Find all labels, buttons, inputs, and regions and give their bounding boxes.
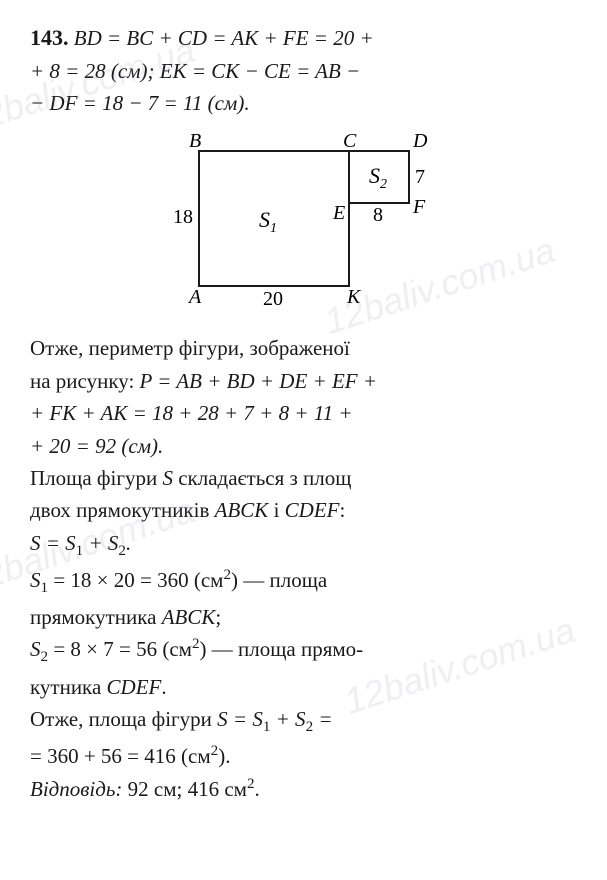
text: . [161,675,166,699]
eq-part: = [313,707,332,731]
subscript: 2 [306,719,314,735]
label-k: K [346,286,362,308]
label-s1: S1 [259,207,277,236]
subscript: 2 [41,650,49,666]
answer-text: 92 см; 416 см [122,777,247,801]
equation-line: S2 = 8 × 7 = 56 (см2) — площа прямо- [30,634,577,669]
rect-name: CDEF [285,498,340,522]
subscript: 1 [41,580,49,596]
eq-part: = 360 + 56 = 416 (см [30,744,211,768]
text: : [339,498,345,522]
text-line: Площа фігури S складається з площ [30,463,577,493]
text: прямокутника [30,605,162,629]
var: S [30,637,41,661]
text: Отже, площа фігури [30,707,217,731]
equation-line: = 360 + 56 = 416 (см2). [30,741,577,771]
text-line: Отже, площа фігури S = S1 + S2 = [30,704,577,739]
first-line: 143. BD = BC + CD = AK + FE = 20 + [30,22,577,54]
equation: S = S1 + S2. [30,528,577,563]
text: і [268,498,284,522]
rect-name: ABCK [162,605,216,629]
text: кутника [30,675,107,699]
label-a: A [187,286,202,308]
subscript: 2 [118,543,126,559]
dim-20: 20 [263,288,283,310]
label-s2: S2 [369,163,387,192]
equation-line: S1 = 18 × 20 = 360 (см2) — площа [30,565,577,600]
dim-18: 18 [173,206,193,228]
eq-part: + S [83,531,118,555]
var: S [30,568,41,592]
text-line: на рисунку: P = AB + BD + DE + EF + [30,366,577,396]
math-text: BD = BC + CD = AK + FE = 20 + [74,26,374,50]
math-text: + FK + AK = 18 + 28 + 7 + 8 + 11 + [30,398,577,428]
eq-part: + S [270,707,305,731]
eq-part: ) — площа [231,568,327,592]
eq-part: = 18 × 20 = 360 (см [48,568,223,592]
eq-part: ) — площа прямо- [200,637,364,661]
rect-name: ABCK [215,498,269,522]
text-line: двох прямокутників ABCK і CDEF: [30,495,577,525]
text: на рисунку: [30,369,140,393]
label-c: C [343,131,357,152]
math-text: − DF = 18 − 7 = 11 (см). [30,88,577,118]
answer-line: Відповідь: 92 см; 416 см2. [30,774,577,804]
eq-part: S = S [30,531,76,555]
text: складається з площ [173,466,352,490]
answer-end: . [255,777,260,801]
rect-abck [199,151,349,286]
dim-8: 8 [373,204,383,226]
geometry-diagram: B C D F E A K S1 S2 18 20 7 8 [30,131,577,319]
eq-part: = 8 × 7 = 56 (см [48,637,192,661]
text-line: Отже, периметр фігури, зображеної [30,333,577,363]
eq-part: = S [228,707,263,731]
problem-number: 143. [30,25,69,50]
label-e: E [332,202,345,224]
text: Площа фігури [30,466,162,490]
eq-part: ). [218,744,230,768]
label-f: F [412,196,426,218]
text-line: кутника CDEF. [30,672,577,702]
eq-end: . [126,531,131,555]
text: ; [215,605,221,629]
text: двох прямокутників [30,498,215,522]
superscript: 2 [247,776,255,792]
superscript: 2 [223,567,231,583]
text-line: прямокутника ABCK; [30,602,577,632]
math-text: + 20 = 92 (см). [30,431,577,461]
diagram-svg: B C D F E A K S1 S2 18 20 7 8 [159,131,449,311]
math-text: + 8 = 28 (см); EK = CK − CE = AB − [30,56,577,86]
var: S [217,707,228,731]
rect-name: CDEF [107,675,162,699]
dim-7: 7 [415,166,425,188]
var-s: S [162,466,173,490]
math-text: P = AB + BD + DE + EF + [140,369,377,393]
label-b: B [189,131,201,152]
superscript: 2 [192,636,200,652]
label-d: D [412,131,428,152]
answer-label: Відповідь: [30,777,122,801]
